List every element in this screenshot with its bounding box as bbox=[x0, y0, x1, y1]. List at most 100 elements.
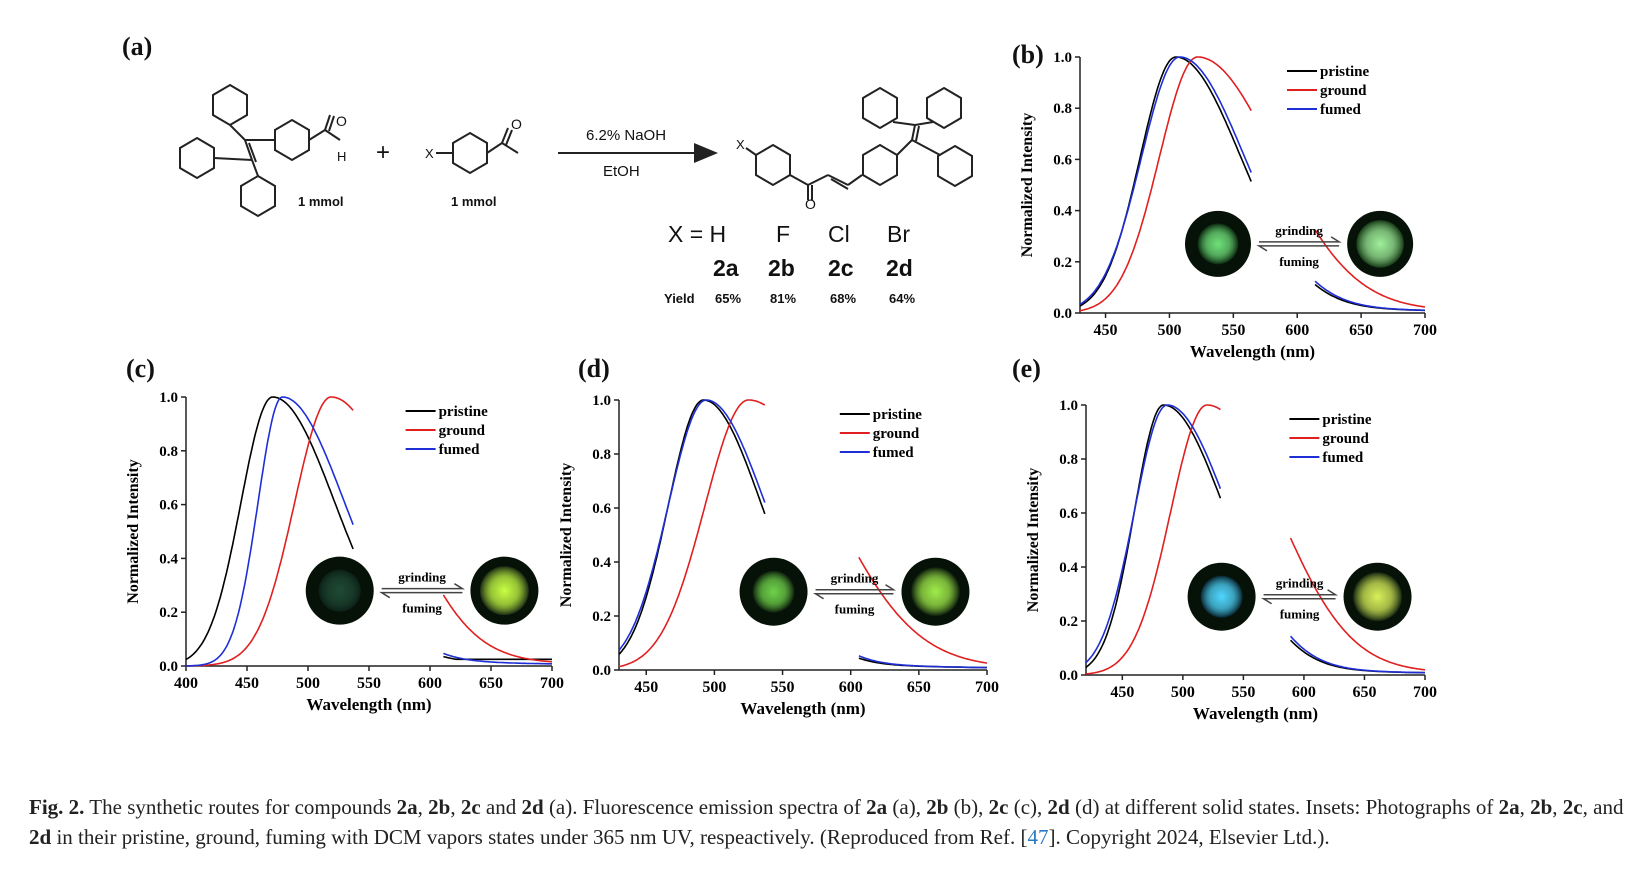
x-tick-label: 700 bbox=[540, 675, 564, 692]
fuming-arrow bbox=[379, 591, 463, 599]
x-tick-label: 550 bbox=[771, 679, 795, 696]
series-line-ground bbox=[1085, 404, 1221, 675]
caption-text: and bbox=[480, 795, 522, 819]
inset-sample-ground bbox=[1353, 572, 1403, 622]
y-tick-label: 0.2 bbox=[159, 605, 178, 621]
caption-compound: 2b bbox=[926, 795, 949, 819]
caption-text: , bbox=[1552, 795, 1563, 819]
grinding-arrow bbox=[381, 583, 466, 590]
caption-compound: 2a bbox=[396, 795, 418, 819]
y-tick-label: 0.8 bbox=[1059, 452, 1078, 468]
figure-caption: Fig. 2. The synthetic routes for compoun… bbox=[29, 792, 1629, 852]
y-tick-label: 0.0 bbox=[1059, 668, 1078, 684]
x-tick-label: 700 bbox=[1413, 322, 1437, 339]
series-line-pristine bbox=[185, 396, 354, 661]
inset-sample-pristine bbox=[1197, 223, 1239, 265]
grinding-label: grinding bbox=[398, 570, 446, 585]
fuming-label: fuming bbox=[402, 601, 442, 616]
panel-label-e: (e) bbox=[1012, 354, 1041, 383]
x-tick-label: 500 bbox=[1157, 322, 1181, 339]
y-axis-label: Normalized Intensity bbox=[558, 463, 575, 607]
x-tick-label: 650 bbox=[479, 675, 503, 692]
y-axis-label: Normalized Intensity bbox=[1019, 113, 1036, 257]
inset-sample-pristine bbox=[1200, 575, 1243, 618]
series-line-ground bbox=[618, 399, 766, 668]
caption-text: , bbox=[450, 795, 461, 819]
inset-sample-ground bbox=[479, 566, 529, 616]
x-tick-label: 500 bbox=[1171, 684, 1195, 701]
legend-label-pristine: pristine bbox=[439, 404, 489, 420]
legend-label-pristine: pristine bbox=[873, 407, 923, 423]
x-tick-label: 650 bbox=[1352, 684, 1376, 701]
x-tick-label: 600 bbox=[839, 679, 863, 696]
caption-compound: 2b bbox=[428, 795, 451, 819]
x-tick-label: 600 bbox=[1292, 684, 1316, 701]
series-line-fumed bbox=[1079, 56, 1252, 305]
y-tick-label: 0.2 bbox=[592, 609, 611, 625]
y-tick-label: 0.8 bbox=[159, 444, 178, 460]
x-tick-label: 700 bbox=[1413, 684, 1437, 701]
x-tick-label: 550 bbox=[357, 675, 381, 692]
panel-label-a: (a) bbox=[122, 32, 153, 61]
inset-sample-pristine bbox=[752, 570, 795, 613]
x-tick-label: 450 bbox=[1094, 322, 1118, 339]
x-axis-label: Wavelength (nm) bbox=[740, 699, 865, 718]
panel-label-d: (d) bbox=[578, 354, 610, 383]
series-line-ground bbox=[858, 556, 988, 664]
caption-text: (b), bbox=[948, 795, 989, 819]
caption-compound: 2b bbox=[1530, 795, 1553, 819]
legend-label-fumed: fumed bbox=[1322, 450, 1363, 466]
series-line-pristine bbox=[1290, 639, 1425, 674]
panel-label-b: (b) bbox=[1012, 40, 1044, 69]
grinding-label: grinding bbox=[1275, 223, 1323, 238]
inset-sample-ground bbox=[911, 567, 960, 617]
chart-d: 0.0 0.2 0.4 0.6 0.8 1.0 450 500 550 600 650 700 Wave… bbox=[558, 393, 999, 718]
x-tick-label: 400 bbox=[174, 675, 198, 692]
series-line-fumed bbox=[1289, 635, 1425, 674]
y-axis-label: Normalized Intensity bbox=[125, 459, 142, 603]
fuming-arrow bbox=[1260, 597, 1336, 605]
fuming-label: fuming bbox=[835, 602, 875, 617]
y-tick-label: 1.0 bbox=[1059, 398, 1078, 414]
y-tick-label: 0.6 bbox=[1053, 152, 1072, 168]
fuming-arrow bbox=[812, 592, 894, 600]
fuming-label: fuming bbox=[1279, 254, 1319, 269]
x-tick-label: 600 bbox=[1285, 322, 1309, 339]
caption-fig-label: Fig. 2. bbox=[29, 795, 85, 819]
reference-link[interactable]: 47 bbox=[1027, 825, 1049, 849]
x-tick-label: 650 bbox=[907, 679, 931, 696]
y-tick-label: 0.4 bbox=[592, 555, 611, 571]
x-axis-label: Wavelength (nm) bbox=[306, 695, 431, 714]
caption-compound: 2c bbox=[988, 795, 1009, 819]
panel-label-c: (c) bbox=[126, 354, 155, 383]
y-tick-label: 0.0 bbox=[159, 659, 178, 675]
caption-text: ]. Copyright 2024, Elsevier Ltd.). bbox=[1048, 825, 1330, 849]
series-line-pristine bbox=[1085, 404, 1222, 668]
legend-label-fumed: fumed bbox=[439, 442, 480, 458]
caption-compound: 2c bbox=[460, 795, 481, 819]
caption-compound: 2d bbox=[29, 825, 52, 849]
y-tick-label: 1.0 bbox=[592, 393, 611, 409]
legend-label-fumed: fumed bbox=[1320, 102, 1361, 118]
x-tick-label: 650 bbox=[1349, 322, 1373, 339]
series-line-fumed bbox=[443, 652, 553, 665]
x-tick-label: 700 bbox=[975, 679, 999, 696]
caption-compound: 2a bbox=[1498, 795, 1520, 819]
caption-text: , and bbox=[1582, 795, 1624, 819]
series-line-ground bbox=[1289, 537, 1426, 671]
caption-compound: 2c bbox=[1562, 795, 1583, 819]
y-axis-label: Normalized Intensity bbox=[1025, 468, 1042, 612]
series-line-ground bbox=[1079, 56, 1252, 312]
series-line-fumed bbox=[186, 396, 354, 667]
legend-label-ground: ground bbox=[1320, 83, 1367, 99]
legend-label-fumed: fumed bbox=[873, 445, 914, 461]
x-tick-label: 550 bbox=[1231, 684, 1255, 701]
caption-text: in their pristine, ground, fuming with D… bbox=[51, 825, 1028, 849]
series-line-pristine bbox=[1079, 56, 1252, 307]
caption-text: (a). Fluorescence emission spectra of bbox=[543, 795, 867, 819]
x-tick-label: 500 bbox=[296, 675, 320, 692]
x-axis-label: Wavelength (nm) bbox=[1193, 704, 1318, 723]
series-line-ground bbox=[442, 594, 553, 663]
x-tick-label: 550 bbox=[1221, 322, 1245, 339]
